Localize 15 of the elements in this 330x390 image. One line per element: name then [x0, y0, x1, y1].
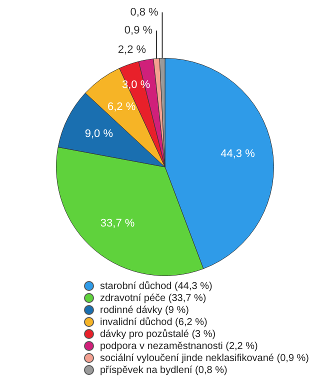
data-label: 6,2 %	[108, 101, 136, 114]
legend-label: rodinné dávky (9 %)	[100, 304, 189, 316]
data-label: 44,3 %	[220, 148, 256, 160]
legend-label: dávky pro pozůstalé (3 %)	[100, 328, 216, 340]
data-label: 0,9 %	[124, 24, 153, 37]
legend-label: sociální vyloučení jinde neklasifikované (0,9 %)	[100, 352, 309, 364]
legend-label: starobní důchod (44,3 %)	[100, 280, 212, 292]
data-label: 0,8 %	[130, 6, 159, 18]
data-label: 33,7 %	[100, 218, 135, 230]
legend-label: invalidní důchod (6,2 %)	[100, 316, 208, 328]
legend-label: zdravotní péče (33,7 %)	[100, 292, 206, 304]
legend-label: příspěvek na bydlení (0,8 %)	[100, 364, 228, 376]
data-label: 2,2 %	[118, 44, 146, 56]
data-label: 9,0 %	[84, 128, 114, 140]
legend-label: podpora v nezaměstnanosti (2,2 %)	[100, 340, 258, 352]
